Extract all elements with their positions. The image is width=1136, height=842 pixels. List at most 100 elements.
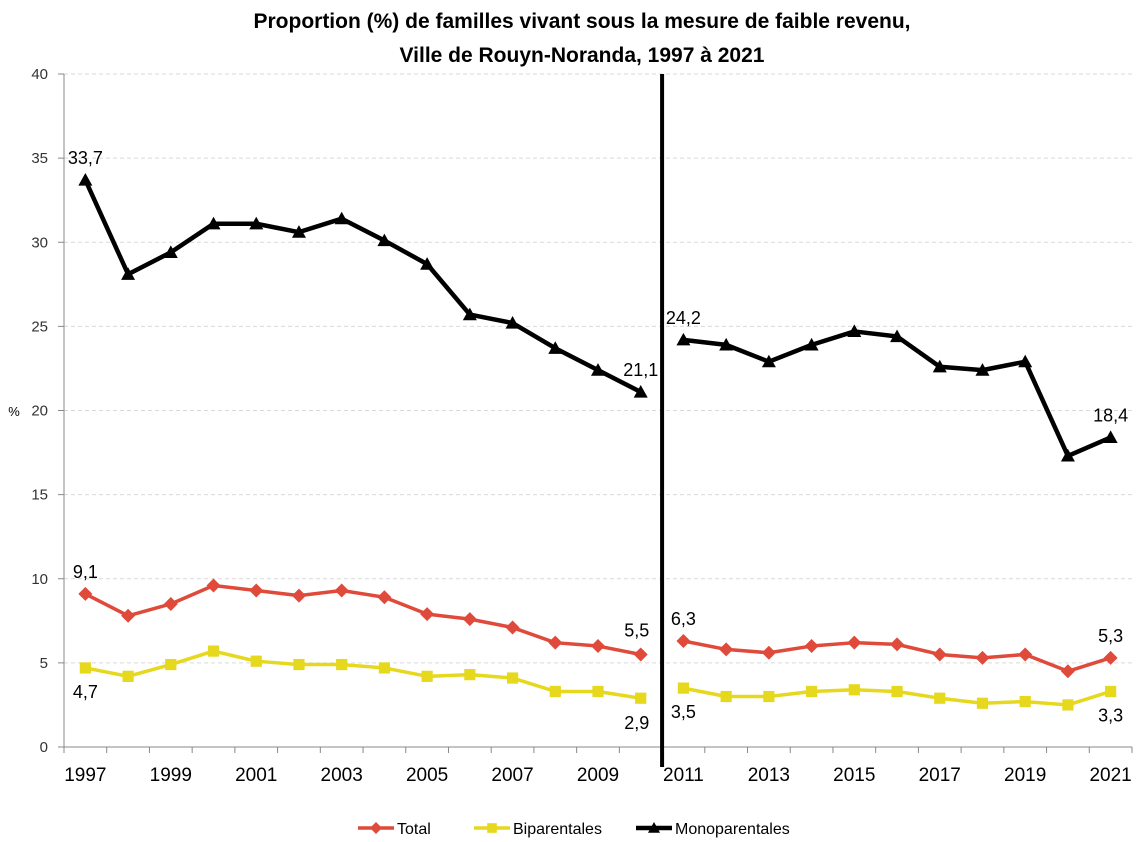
x-tick-label: 2015 bbox=[833, 765, 875, 786]
x-tick-label: 2019 bbox=[1004, 765, 1046, 786]
y-tick-label: 20 bbox=[31, 403, 48, 420]
series-biparentales bbox=[79, 645, 1117, 711]
data-point bbox=[719, 337, 734, 351]
data-point bbox=[635, 692, 647, 704]
data-point bbox=[1018, 647, 1033, 662]
x-tick-label: 1999 bbox=[150, 765, 192, 786]
data-point bbox=[975, 650, 990, 665]
axes: 0 5 10 15 20 25 30 35 40 1997 1999 2001 2003 2005 2007… bbox=[31, 66, 1133, 786]
data-label: 24,2 bbox=[666, 308, 701, 328]
data-point bbox=[163, 245, 178, 258]
legend-label: Total bbox=[397, 821, 431, 838]
series-total bbox=[78, 578, 1118, 679]
data-point bbox=[648, 822, 660, 833]
y-axis-label: % bbox=[8, 404, 20, 419]
data-point bbox=[549, 685, 561, 698]
data-point bbox=[676, 634, 691, 649]
data-label: 6,3 bbox=[671, 609, 696, 629]
data-label: 3,3 bbox=[1098, 705, 1123, 725]
x-tick-label: 2007 bbox=[491, 765, 533, 786]
data-point bbox=[1103, 650, 1118, 665]
data-labels: 9,1 5,5 6,3 5,3 4,7 2,9 3,5 3,3 33,7 21,1 24,2 18,4 bbox=[68, 148, 1128, 733]
legend-item-monoparentales: Monoparentales bbox=[636, 821, 790, 838]
data-point bbox=[293, 658, 305, 671]
data-point bbox=[377, 233, 392, 247]
data-point bbox=[249, 583, 264, 598]
data-point bbox=[591, 363, 605, 376]
data-label: 33,7 bbox=[68, 148, 103, 168]
data-point bbox=[1062, 699, 1074, 711]
legend-label: Monoparentales bbox=[675, 821, 790, 838]
data-point bbox=[806, 685, 818, 698]
data-point bbox=[334, 583, 349, 598]
data-point bbox=[505, 620, 520, 635]
data-point bbox=[1019, 695, 1031, 708]
data-point bbox=[78, 586, 93, 601]
series-layer bbox=[78, 172, 1118, 711]
x-tick-label: 2001 bbox=[235, 765, 277, 786]
data-label: 9,1 bbox=[73, 562, 98, 582]
y-tick-label: 25 bbox=[31, 318, 48, 335]
data-point bbox=[548, 635, 563, 650]
data-label: 21,1 bbox=[623, 360, 658, 380]
series-line bbox=[84, 583, 642, 657]
data-point bbox=[1060, 448, 1075, 462]
data-label: 18,4 bbox=[1093, 405, 1128, 425]
data-point bbox=[506, 672, 519, 684]
legend: Total Biparentales Monoparentales bbox=[358, 821, 790, 838]
data-point bbox=[847, 635, 862, 650]
data-point bbox=[121, 608, 136, 623]
x-tick-label: 2009 bbox=[577, 765, 619, 786]
y-tick-label: 40 bbox=[31, 66, 48, 83]
data-point bbox=[676, 332, 691, 346]
data-point bbox=[975, 363, 990, 376]
y-tick-label: 5 bbox=[40, 655, 48, 672]
y-tick-label: 15 bbox=[31, 487, 48, 504]
data-point bbox=[421, 670, 433, 682]
data-point bbox=[677, 682, 690, 694]
data-point bbox=[848, 684, 860, 696]
data-point bbox=[420, 607, 435, 622]
x-tick-label: 2003 bbox=[321, 765, 363, 786]
data-point bbox=[633, 384, 648, 398]
data-point bbox=[206, 216, 221, 230]
data-point bbox=[291, 225, 306, 238]
data-point bbox=[976, 697, 989, 709]
data-point bbox=[932, 359, 947, 373]
data-point bbox=[719, 642, 734, 657]
data-point bbox=[548, 341, 563, 354]
legend-item-total: Total bbox=[358, 821, 431, 838]
data-point bbox=[249, 216, 264, 230]
data-point bbox=[932, 647, 947, 662]
data-point bbox=[334, 211, 349, 225]
data-point bbox=[462, 307, 477, 321]
data-label: 4,7 bbox=[73, 682, 98, 702]
series-monoparentales bbox=[78, 172, 1118, 462]
data-point bbox=[1103, 430, 1118, 444]
y-tick-label: 30 bbox=[31, 234, 48, 251]
data-point bbox=[207, 645, 220, 657]
x-tick-label: 2011 bbox=[663, 765, 704, 786]
data-point bbox=[804, 337, 819, 351]
data-point bbox=[720, 690, 732, 703]
data-point bbox=[934, 692, 946, 704]
legend-item-biparentales: Biparentales bbox=[474, 821, 602, 838]
data-point bbox=[890, 329, 905, 343]
data-point bbox=[592, 685, 604, 698]
data-label: 5,3 bbox=[1098, 626, 1123, 646]
data-point bbox=[1018, 354, 1033, 368]
data-point bbox=[890, 637, 905, 652]
data-point bbox=[165, 658, 177, 671]
series-line bbox=[85, 649, 641, 700]
y-tick-label: 0 bbox=[40, 739, 48, 756]
data-label: 3,5 bbox=[671, 702, 696, 722]
data-point bbox=[79, 662, 91, 674]
data-point bbox=[591, 639, 605, 654]
data-point bbox=[370, 822, 382, 834]
y-tick-label: 10 bbox=[31, 571, 48, 588]
data-point bbox=[633, 647, 648, 662]
x-tick-label: 2017 bbox=[919, 765, 961, 786]
x-tick-label: 2021 bbox=[1089, 765, 1131, 786]
data-label: 5,5 bbox=[624, 620, 649, 640]
legend-label: Biparentales bbox=[513, 821, 602, 838]
